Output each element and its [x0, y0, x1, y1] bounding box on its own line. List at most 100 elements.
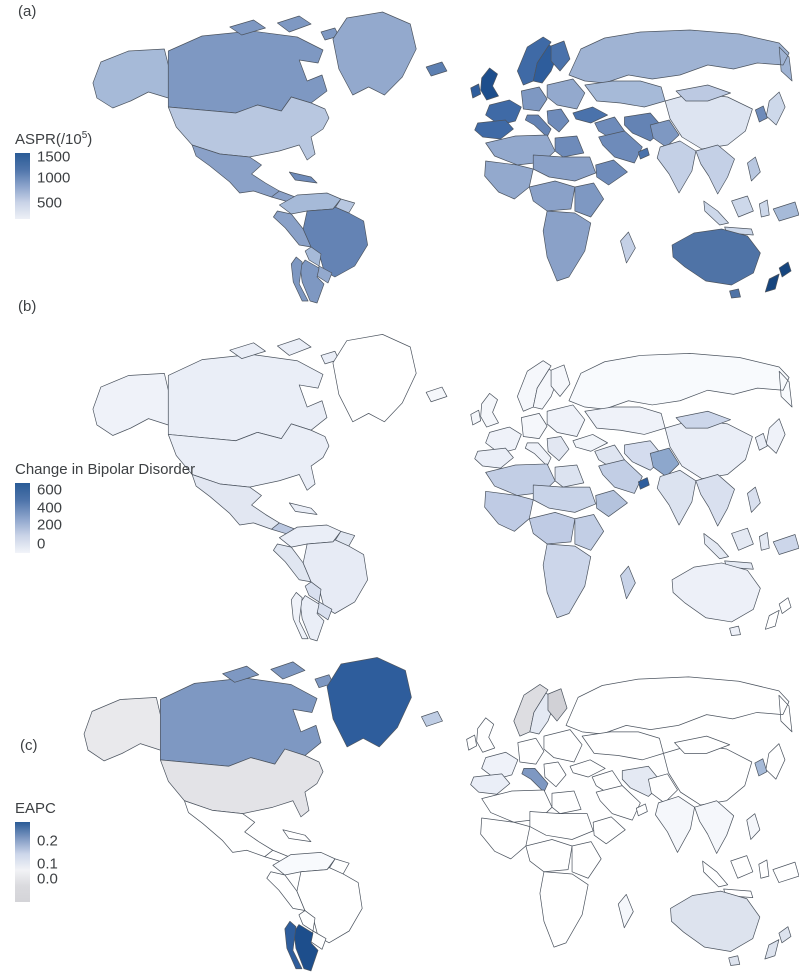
- region-india: [656, 469, 697, 526]
- colorbar-change: [15, 483, 30, 553]
- region-mongolia: [675, 84, 731, 102]
- region-france: [485, 99, 522, 126]
- region-peru_ecuador: [266, 871, 306, 911]
- region-madagascar: [620, 565, 636, 600]
- legend-title-text-end: ): [87, 131, 93, 148]
- legend-aspr: ASPR(/105) 1500 1000 500: [15, 131, 92, 219]
- region-eastern_europe: [546, 404, 586, 437]
- region-finland: [550, 40, 571, 72]
- region-korea: [755, 433, 768, 451]
- region-balkans: [546, 108, 570, 133]
- region-sahel_sudan: [532, 484, 597, 513]
- region-japan: [765, 418, 786, 454]
- region-central_asia: [581, 731, 664, 761]
- legend-title-text: Change in Bipolar Disorder: [15, 461, 196, 478]
- legend-title-text: ASPR(/10: [15, 131, 82, 148]
- panel-label-a: (a): [18, 3, 37, 20]
- region-saudi_arabia: [598, 130, 643, 164]
- region-france: [485, 426, 522, 454]
- region-iberia: [474, 447, 514, 469]
- region-japan: [765, 743, 786, 780]
- region-balkans: [546, 436, 570, 462]
- region-new_guinea: [772, 534, 799, 555]
- colorbar-eapc: [15, 822, 30, 902]
- region-mongolia: [675, 410, 731, 429]
- legend-eapc: EAPC 0.2 0.1 0.0: [15, 800, 87, 902]
- region-new_guinea: [772, 861, 799, 883]
- legend-title-text: EAPC: [15, 800, 56, 817]
- region-finland: [547, 688, 568, 722]
- region-uae: [638, 147, 650, 160]
- region-eastern_europe: [546, 78, 586, 110]
- region-iceland: [421, 710, 443, 727]
- panel-label-b: (b): [18, 298, 37, 315]
- legend-title-eapc: EAPC: [15, 800, 87, 817]
- region-southern_africa: [542, 543, 592, 619]
- region-colombia_venezuela: [279, 192, 342, 215]
- region-eastern_europe: [543, 729, 583, 763]
- region-afghanistan: [649, 447, 680, 477]
- region-balkans: [543, 761, 567, 788]
- region-iberia: [470, 773, 511, 795]
- legend-tick: 0.2: [37, 832, 58, 850]
- region-horn_of_africa: [595, 159, 628, 186]
- legend-tick: 200: [37, 516, 63, 534]
- region-central_europe: [520, 86, 548, 112]
- region-india: [655, 796, 695, 853]
- legend-tick: 1000: [37, 169, 71, 187]
- region-west_africa: [484, 490, 534, 532]
- region-new_zealand: [764, 261, 792, 293]
- region-uk: [480, 67, 499, 101]
- region-sahel_sudan: [529, 811, 594, 840]
- region-ireland: [470, 83, 482, 99]
- region-russia: [568, 29, 793, 84]
- region-iberia: [474, 119, 514, 140]
- region-east_africa: [571, 841, 602, 879]
- region-turkey: [572, 106, 608, 124]
- region-finland: [550, 364, 571, 397]
- region-new_zealand: [764, 926, 792, 960]
- region-west_africa: [484, 160, 534, 200]
- region-egypt: [554, 464, 585, 488]
- legend-title-superscript: 5: [81, 130, 88, 141]
- region-turkey: [572, 434, 608, 452]
- region-china: [663, 744, 753, 806]
- region-southeast_asia: [695, 144, 735, 195]
- region-sahel_sudan: [532, 154, 597, 182]
- region-saudi_arabia: [595, 785, 641, 821]
- world-map-change: [92, 334, 799, 642]
- region-afghanistan: [649, 119, 680, 148]
- region-france: [481, 751, 519, 780]
- colorbar-ticks-change: 600 400 200 0: [37, 481, 87, 553]
- region-korea: [755, 105, 768, 123]
- region-east_africa: [574, 514, 604, 551]
- region-alaska: [83, 696, 161, 762]
- region-uae: [635, 803, 648, 817]
- region-iceland: [425, 61, 448, 77]
- region-china: [664, 92, 753, 150]
- region-china: [664, 419, 753, 480]
- legend-tick: 500: [37, 194, 63, 212]
- legend-tick: 600: [37, 481, 63, 499]
- region-cuba: [288, 502, 318, 515]
- region-philippines: [746, 813, 761, 840]
- region-madagascar: [617, 894, 634, 929]
- colorbar-aspr: [15, 153, 30, 219]
- region-madagascar: [620, 231, 636, 264]
- region-cuba: [288, 171, 318, 184]
- region-uk: [480, 392, 499, 428]
- region-russia: [565, 676, 793, 735]
- region-ireland: [470, 409, 482, 426]
- region-central_asia: [584, 406, 666, 435]
- region-iceland: [425, 386, 448, 403]
- region-turkey: [569, 759, 606, 778]
- region-philippines: [747, 486, 761, 513]
- region-central_africa: [528, 180, 576, 212]
- region-philippines: [747, 156, 761, 182]
- region-peru_ecuador: [273, 543, 312, 583]
- region-alaska: [92, 48, 169, 109]
- region-ireland: [466, 734, 478, 751]
- region-australia: [671, 228, 761, 299]
- region-australia: [671, 562, 761, 636]
